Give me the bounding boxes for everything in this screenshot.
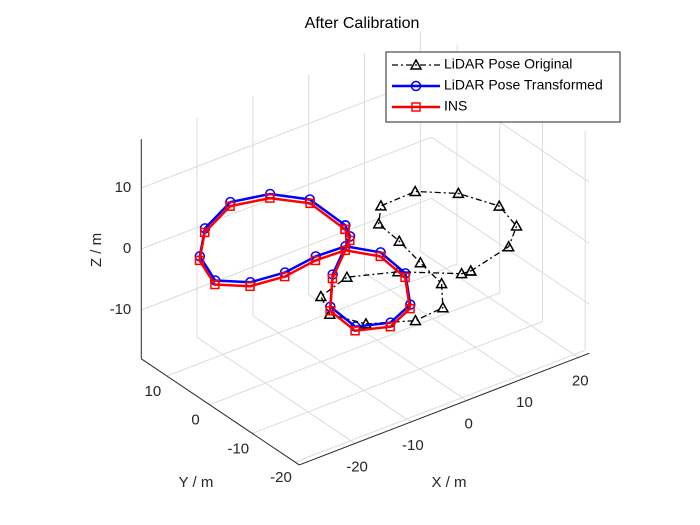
grid-line: [252, 321, 543, 434]
x-tick-label: -10: [402, 437, 424, 454]
grid-line: [141, 197, 432, 311]
legend-label: LiDAR Pose Original: [444, 56, 572, 72]
marker: [409, 314, 422, 326]
x-tick-label: 0: [464, 415, 472, 432]
marker: [350, 325, 360, 336]
marker: [359, 317, 373, 329]
marker: [435, 277, 448, 289]
grid-line: [294, 349, 586, 463]
marker: [194, 255, 205, 266]
marker: [314, 289, 328, 302]
marker: [410, 80, 422, 92]
axis-line: [141, 358, 300, 466]
marker: [375, 251, 386, 262]
marker: [452, 186, 465, 199]
z-tick-label: 10: [115, 179, 132, 196]
marker: [510, 219, 523, 231]
marker: [400, 272, 410, 283]
marker: [391, 265, 405, 277]
z-axis-label: Z / m: [88, 233, 105, 267]
marker: [414, 256, 427, 268]
y-axis-label: Y / m: [179, 474, 214, 491]
axis-line: [299, 352, 590, 466]
x-tick-label: 20: [572, 372, 589, 389]
y-tick-label: 10: [145, 383, 162, 400]
marker: [409, 58, 423, 70]
marker: [245, 281, 255, 292]
grid-line: [209, 292, 500, 406]
marker: [374, 199, 388, 211]
marker: [340, 270, 354, 282]
marker: [310, 255, 321, 266]
marker: [405, 303, 415, 314]
marker: [210, 279, 220, 290]
grid-line: [196, 336, 356, 444]
grid-line: [420, 250, 579, 358]
grid-line: [252, 315, 412, 423]
y-tick-label: 0: [191, 412, 199, 429]
chart-title: After Calibration: [305, 15, 420, 32]
series-line: [320, 190, 518, 325]
x-tick-label: -20: [346, 458, 368, 475]
marker: [436, 301, 450, 313]
marker: [455, 267, 468, 279]
marker: [464, 264, 478, 276]
grid-line: [141, 136, 432, 250]
legend-label: LiDAR Pose Transformed: [444, 77, 603, 93]
marker: [340, 245, 350, 256]
grid-line: [166, 263, 458, 377]
marker: [327, 273, 338, 284]
marker: [345, 235, 355, 246]
z-tick-label: 0: [123, 240, 131, 257]
legend: LiDAR Pose Original LiDAR Pose Transforme…: [385, 51, 621, 123]
legend-label: INS: [444, 98, 467, 114]
marker: [340, 224, 350, 235]
grid-line: [431, 136, 590, 244]
marker: [265, 193, 275, 203]
marker: [279, 271, 290, 282]
grid: [141, 31, 590, 463]
axes: -20 -10 0 10 20 -20 -10 0 10 -10 0 10: [110, 139, 590, 486]
marker: [502, 240, 515, 252]
marker: [392, 234, 406, 246]
grid-line: [141, 75, 432, 189]
marker: [372, 217, 385, 229]
marker: [408, 184, 422, 197]
y-tick-label: -10: [227, 440, 249, 457]
plot-area: [194, 184, 523, 336]
marker: [385, 321, 396, 332]
marker: [411, 102, 421, 112]
marker: [199, 227, 210, 238]
x-tick-label: 10: [516, 394, 533, 411]
grid-line: [364, 272, 523, 380]
marker: [225, 201, 235, 211]
z-tick-label: -10: [110, 301, 132, 318]
marker: [305, 198, 315, 209]
marker: [325, 306, 335, 316]
marker: [492, 199, 506, 211]
y-tick-label: -20: [270, 469, 292, 486]
x-axis-label: X / m: [431, 474, 466, 491]
